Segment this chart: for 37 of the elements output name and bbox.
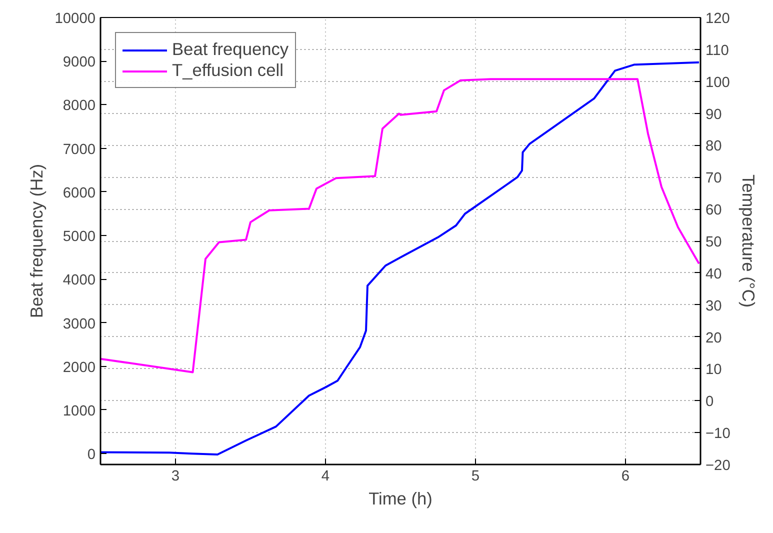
y2-tick-label: 30 <box>706 298 722 314</box>
y2-tick-label: 70 <box>706 170 722 187</box>
y2-tick-label: 10 <box>706 362 722 378</box>
y-tick-label: 6000 <box>62 185 96 202</box>
y2-tick-label: 50 <box>706 234 722 250</box>
legend-label: T_effusion cell <box>172 60 284 81</box>
y2-tick-label: 90 <box>706 106 722 123</box>
y2-tick-label: 120 <box>706 11 730 27</box>
x-tick-label: 3 <box>171 468 180 484</box>
x-tick-label: 5 <box>471 468 480 484</box>
y-tick-label: 1000 <box>62 403 96 420</box>
y-tick-label: 0 <box>87 447 96 464</box>
y-tick-label: 3000 <box>62 316 96 332</box>
y2-axis-title: Temperature (°C) <box>738 174 758 308</box>
legend-label: Beat frequency <box>172 39 289 60</box>
line-series <box>100 78 700 374</box>
line-series <box>100 61 700 456</box>
y2-tick-label: 40 <box>706 266 722 282</box>
x-tick-label: 4 <box>321 468 330 484</box>
y-tick-label: 4000 <box>62 272 96 289</box>
y-tick-label: 2000 <box>62 360 96 376</box>
y2-tick-label: 0 <box>706 394 714 410</box>
y2-tick-label: 110 <box>706 42 729 59</box>
y2-tick-label: 20 <box>706 330 722 346</box>
y2-tick-label: 80 <box>706 138 722 155</box>
y-tick-label: 7000 <box>62 142 96 158</box>
y2-tick-label: −20 <box>706 458 730 474</box>
y-tick-label: 5000 <box>62 229 96 246</box>
y-axis-title: Beat frequency (Hz) <box>26 164 47 318</box>
y2-tick-label: −10 <box>706 426 730 442</box>
y-tick-label: 10000 <box>54 11 96 27</box>
y2-tick-label: 100 <box>706 74 730 91</box>
x-axis-title: Time (h) <box>368 488 432 508</box>
y-tick-label: 8000 <box>62 98 96 114</box>
x-tick-label: 6 <box>621 468 630 484</box>
y2-tick-label: 60 <box>706 202 722 219</box>
y-tick-label: 9000 <box>62 54 96 71</box>
